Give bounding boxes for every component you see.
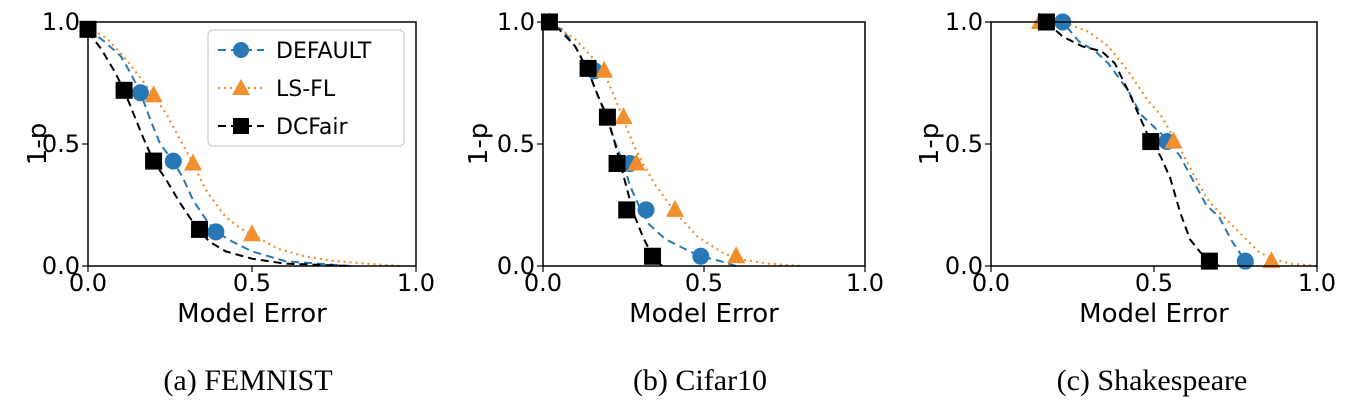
marker-dcfair [608,155,626,173]
marker-dcfair [618,201,636,219]
series-line-ls-fl [87,25,400,268]
legend-label: DEFAULT [276,39,372,64]
marker-ls-fl [144,85,163,103]
x-tick-label: 0.0 [972,269,1010,297]
plot-frame [87,21,417,267]
legend-entry-ls-fl: LS-FL [218,77,336,102]
x-tick-label: 0.0 [69,269,107,297]
marker-dcfair [1200,252,1218,270]
x-tick-label: 1.0 [397,269,435,297]
y-tick-label: 0.5 [497,130,535,158]
plot-frame [542,21,866,267]
legend-marker-ls-fl [232,79,250,95]
panel-caption: (c) Shakespeare [1057,364,1248,397]
y-tick-label: 1.0 [945,8,983,36]
x-tick-label: 0.5 [1135,269,1173,297]
y-tick-label: 0.5 [945,130,983,158]
marker-default [207,223,225,241]
marker-ls-fl [243,224,261,242]
x-tick-label: 1.0 [846,269,884,297]
marker-default [131,84,149,102]
legend-label: LS-FL [276,77,336,102]
y-tick-label: 0.5 [42,130,80,158]
marker-default [1236,252,1254,270]
marker-ls-fl [595,60,614,78]
plot-frame [990,21,1318,267]
y-tick-label: 0.0 [497,252,535,280]
y-tick-label: 0.0 [945,252,983,280]
panel-cifar10: 0.0 0.5 1.0 0.0 0.5 1.0 Model Error 1-p … [464,8,884,397]
panel-femnist: 0.0 0.5 1.0 0.0 0.5 1.0 Model Error 1-p … [23,8,435,397]
legend-label: DCFair [276,115,349,140]
panel-shakespeare: 0.0 0.5 1.0 0.0 0.5 1.0 Model Error 1-p … [915,8,1336,397]
x-axis-label: Model Error [1079,299,1229,329]
x-tick-label: 0.5 [685,269,723,297]
marker-ls-fl [627,153,646,171]
series-line-default [87,28,351,267]
marker-dcfair [115,81,133,99]
marker-dcfair [191,220,209,238]
series-line-ls-fl [542,20,801,268]
marker-ls-fl [727,246,746,264]
series-line-dcfair [1045,21,1220,267]
x-tick-label: 0.0 [524,269,562,297]
y-tick-label: 1.0 [42,8,80,36]
marker-default [637,201,655,219]
x-axis-label: Model Error [629,299,779,329]
x-tick-label: 0.5 [233,269,271,297]
legend: DEFAULT LS-FL DCFair [207,29,405,147]
marker-dcfair [643,247,661,265]
marker-dcfair [145,152,163,170]
panel-caption: (b) Cifar10 [633,364,767,397]
marker-ls-fl [666,199,685,217]
marker-default [164,152,182,170]
y-axis-label: 1-p [23,123,53,165]
marker-ls-fl [1262,251,1281,269]
legend-marker-dcfair [233,118,249,134]
marker-ls-fl [183,153,202,171]
series-line-default [1043,21,1259,267]
series-line-ls-fl [1039,20,1318,268]
marker-ls-fl [1164,131,1183,149]
legend-marker-default [233,42,249,58]
legend-entry-dcfair: DCFair [218,115,349,140]
legend-box [207,29,405,147]
legend-entry-default: DEFAULT [218,39,372,64]
x-tick-label: 1.0 [1298,269,1336,297]
y-axis-label: 1-p [915,123,945,165]
marker-dcfair [1142,133,1160,151]
panel-caption: (a) FEMNIST [163,364,332,397]
marker-dcfair [579,59,597,77]
y-tick-label: 0.0 [42,252,80,280]
x-axis-label: Model Error [177,299,327,329]
marker-ls-fl [614,107,633,125]
y-axis-label: 1-p [464,123,494,165]
marker-default [692,247,710,265]
series-line-dcfair [542,21,663,267]
marker-dcfair [598,108,616,126]
y-tick-label: 1.0 [497,8,535,36]
series-line-dcfair [87,31,351,267]
